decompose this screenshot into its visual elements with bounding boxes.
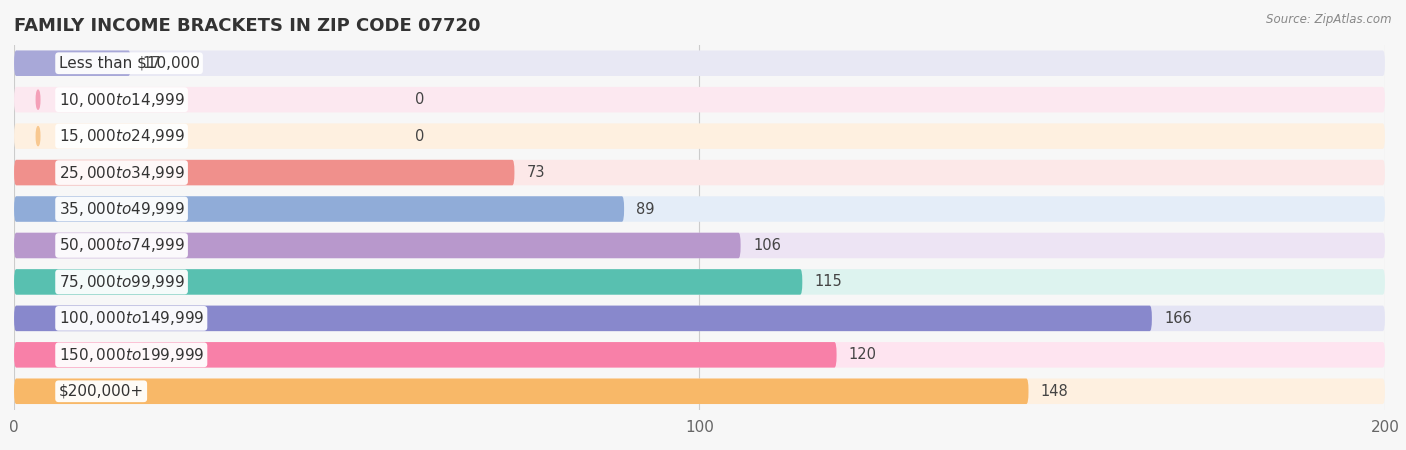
Text: $200,000+: $200,000+: [59, 384, 143, 399]
Text: 115: 115: [814, 274, 842, 289]
Text: $150,000 to $199,999: $150,000 to $199,999: [59, 346, 204, 364]
FancyBboxPatch shape: [14, 50, 1385, 76]
FancyBboxPatch shape: [14, 123, 1385, 149]
Text: $50,000 to $74,999: $50,000 to $74,999: [59, 236, 184, 254]
Text: 73: 73: [527, 165, 546, 180]
Circle shape: [37, 199, 39, 219]
Circle shape: [37, 236, 39, 255]
FancyBboxPatch shape: [14, 50, 131, 76]
FancyBboxPatch shape: [14, 342, 837, 368]
FancyBboxPatch shape: [14, 306, 1152, 331]
Text: FAMILY INCOME BRACKETS IN ZIP CODE 07720: FAMILY INCOME BRACKETS IN ZIP CODE 07720: [14, 17, 481, 35]
Circle shape: [37, 345, 39, 365]
Circle shape: [37, 54, 39, 73]
Text: 166: 166: [1164, 311, 1192, 326]
Text: $25,000 to $34,999: $25,000 to $34,999: [59, 163, 184, 181]
Circle shape: [37, 90, 39, 109]
Circle shape: [37, 382, 39, 401]
Circle shape: [37, 126, 39, 146]
Text: $15,000 to $24,999: $15,000 to $24,999: [59, 127, 184, 145]
Text: $10,000 to $14,999: $10,000 to $14,999: [59, 90, 184, 108]
Text: Less than $10,000: Less than $10,000: [59, 56, 200, 71]
FancyBboxPatch shape: [14, 160, 1385, 185]
Text: $75,000 to $99,999: $75,000 to $99,999: [59, 273, 184, 291]
FancyBboxPatch shape: [14, 233, 741, 258]
Circle shape: [37, 163, 39, 182]
FancyBboxPatch shape: [14, 378, 1029, 404]
Text: 0: 0: [415, 129, 425, 144]
Text: 148: 148: [1040, 384, 1069, 399]
Text: $100,000 to $149,999: $100,000 to $149,999: [59, 310, 204, 328]
FancyBboxPatch shape: [14, 233, 1385, 258]
Text: $35,000 to $49,999: $35,000 to $49,999: [59, 200, 184, 218]
FancyBboxPatch shape: [14, 196, 624, 222]
FancyBboxPatch shape: [14, 269, 1385, 295]
Circle shape: [37, 309, 39, 328]
FancyBboxPatch shape: [14, 160, 515, 185]
Text: 120: 120: [849, 347, 877, 362]
FancyBboxPatch shape: [14, 196, 1385, 222]
Text: 89: 89: [637, 202, 655, 216]
FancyBboxPatch shape: [14, 269, 803, 295]
FancyBboxPatch shape: [14, 342, 1385, 368]
Text: 0: 0: [415, 92, 425, 107]
Text: Source: ZipAtlas.com: Source: ZipAtlas.com: [1267, 14, 1392, 27]
Circle shape: [37, 272, 39, 292]
FancyBboxPatch shape: [14, 306, 1385, 331]
Text: 106: 106: [754, 238, 780, 253]
Text: 17: 17: [143, 56, 162, 71]
FancyBboxPatch shape: [14, 378, 1385, 404]
FancyBboxPatch shape: [14, 87, 1385, 112]
